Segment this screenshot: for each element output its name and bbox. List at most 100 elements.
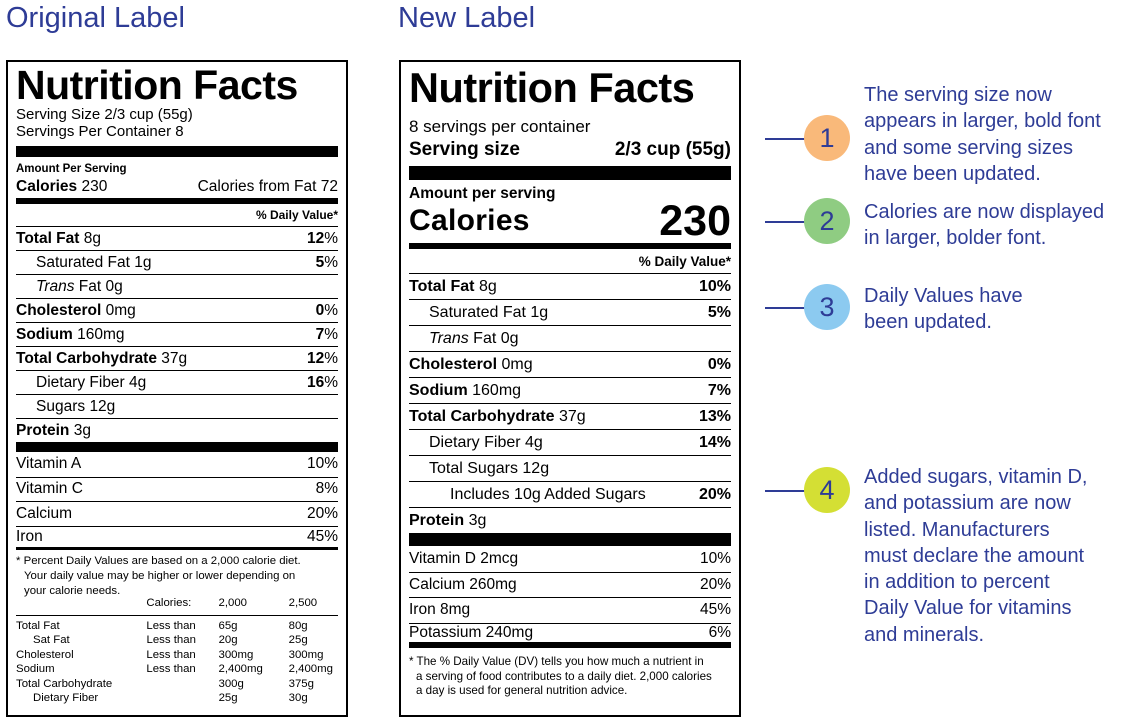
nutrient-name: Saturated Fat (429, 303, 526, 321)
nutrient-name-italic: Trans (36, 277, 75, 295)
callout-line-text: and potassium are now (864, 492, 1071, 515)
thick-divider (16, 442, 338, 452)
calories-label: Calories (16, 178, 78, 195)
callout-connector (765, 307, 805, 309)
percent-sign: % (324, 373, 338, 391)
callout-line-text: in larger, bolder font. (864, 227, 1047, 250)
percent-sign: % (324, 229, 338, 247)
label-title: Nutrition Facts (16, 62, 298, 108)
calories-value: 230 (659, 196, 731, 245)
nutrient-amount: 4g (525, 433, 543, 451)
calories-value: 230 (81, 178, 108, 195)
callout-line-text: Daily Value for vitamins (864, 597, 1072, 620)
footnote-line: Your daily value may be higher or lower … (24, 570, 296, 582)
callout-badge-1: 1 (804, 115, 850, 161)
vitamin-dv: 10% (306, 455, 338, 473)
table-cell: 25g (288, 634, 308, 646)
thick-divider (409, 533, 731, 546)
callout-text-4: Added sugars, vitamin D, and potassium ar… (864, 464, 1087, 648)
table-cell: 300mg (218, 648, 254, 661)
callout-line-text: in addition to percent (864, 571, 1050, 594)
servings-per-container: 8 servings per container (409, 117, 591, 136)
nutrient-amount: 37g (558, 407, 586, 425)
nutrient-row-trans-fat: Trans Fat 0g (16, 274, 338, 298)
vitamin-dv: 6% (708, 623, 731, 641)
callout-text-1: The serving size now appears in larger, b… (864, 82, 1101, 187)
nutrient-dv: 20% (698, 485, 731, 503)
table-cell: 20g (218, 634, 238, 646)
nutrient-row-sugars: Sugars 12g (16, 394, 338, 418)
nutrient-name: Fat (78, 277, 102, 295)
nutrient-row-protein: Protein 3g (16, 418, 338, 442)
vitamin-row: Vitamin A 10% (16, 452, 338, 477)
table-row: Cholesterol Less than 300mg 300mg (16, 648, 338, 663)
new-label-heading: New Label (398, 2, 536, 34)
callout-line-text: listed. Manufacturers (864, 518, 1050, 541)
table-cell: Total Carbohydrate (16, 677, 113, 690)
nutrient-row-total-sugars: Total Sugars 12g (409, 455, 731, 481)
vitamin-name: Calcium 260mg (409, 575, 517, 593)
nutrient-row-total-fat: Total Fat 8g 12% (16, 226, 338, 250)
callout-connector (765, 221, 805, 223)
nutrient-dv: 12 (306, 349, 325, 367)
nutrient-amount: 12g (522, 459, 550, 477)
original-nutrition-label: Nutrition Facts Serving Size 2/3 cup (55… (6, 60, 348, 717)
nutrient-amount: 8g (478, 277, 497, 295)
table-cell: 375g (288, 677, 314, 690)
nutrient-name: Total Fat (409, 277, 475, 295)
nutrient-row-saturated-fat: Saturated Fat 1g 5% (409, 299, 731, 325)
table-cell: 65g (218, 619, 238, 632)
footnote-line: * Percent Daily Values are based on a 2,… (16, 555, 301, 567)
table-cell: 2,400mg (218, 663, 263, 675)
nutrient-name: Sodium (16, 325, 73, 343)
nutrient-amount: 4g (129, 373, 147, 391)
thick-divider (409, 166, 731, 180)
amount-per-serving: Amount Per Serving (16, 163, 127, 175)
nutrient-dv: 5% (707, 303, 731, 321)
vitamin-row: Iron 45% (16, 525, 338, 550)
servings-per-container: Servings Per Container 8 (16, 123, 184, 140)
callout-line-text: have been updated. (864, 162, 1041, 185)
nutrient-amount: 12g (89, 397, 116, 415)
vitamin-dv: 45% (306, 527, 338, 545)
amount-per-serving: Amount per serving (409, 185, 556, 202)
nutrient-row-protein: Protein 3g (409, 507, 731, 533)
callout-badge-2: 2 (804, 198, 850, 244)
daily-value-footnote: * The % Daily Value (DV) tells you how m… (409, 648, 731, 699)
table-cell: Less than (146, 634, 196, 646)
nutrient-name: Saturated Fat (36, 253, 130, 271)
footnote-line: a serving of food contributes to a daily… (416, 669, 712, 683)
nutrient-name: Cholesterol (16, 301, 102, 319)
table-row: Total Fat Less than 65g 80g (16, 619, 338, 634)
nutrient-name: Sugars (36, 397, 86, 415)
vitamin-name: Vitamin D 2mcg (409, 549, 519, 567)
calories-row: Calories 230 (409, 196, 731, 245)
nutrient-dv: 0 (315, 301, 325, 319)
nutrient-row-cholesterol: Cholesterol 0mg 0% (409, 351, 731, 377)
nutrient-name: Total Fat (16, 229, 80, 247)
table-cell (146, 677, 218, 692)
medium-divider (16, 199, 338, 204)
table-cell: Sodium (16, 663, 55, 675)
callout-line-text: and some serving sizes (864, 136, 1073, 159)
new-nutrition-label: Nutrition Facts 8 servings per container… (399, 60, 741, 717)
nutrient-name: Dietary Fiber (36, 373, 125, 391)
table-row: Dietary Fiber 25g 30g (16, 691, 338, 706)
table-row: Sodium Less than 2,400mg 2,400mg (16, 662, 338, 677)
daily-value-footnote: * Percent Daily Values are based on a 2,… (16, 550, 338, 599)
callout-text-3: Daily Values have been updated. (864, 283, 1023, 336)
vitamin-row: Vitamin C 8% (16, 476, 338, 502)
nutrient-name: Sodium (409, 381, 468, 399)
table-cell: 80g (288, 619, 308, 632)
table-row: Sat Fat Less than 20g 25g (16, 633, 338, 648)
serving-size-row: Serving size 2/3 cup (55g) (409, 137, 731, 163)
callout-line-text: The serving size now (864, 84, 1052, 106)
table-cell: 300mg (288, 648, 324, 661)
nutrient-row-added-sugars: Includes 10g Added Sugars 20% (409, 481, 731, 507)
percent-sign: % (324, 253, 338, 271)
daily-value-table: Calories: 2,000 2,500 Total Fat Less than… (16, 596, 338, 706)
table-cell (147, 691, 219, 706)
nutrient-dv: 10% (698, 277, 731, 295)
nutrient-row-sodium: Sodium 160mg 7% (16, 322, 338, 346)
nutrient-dv: 0% (707, 355, 731, 373)
